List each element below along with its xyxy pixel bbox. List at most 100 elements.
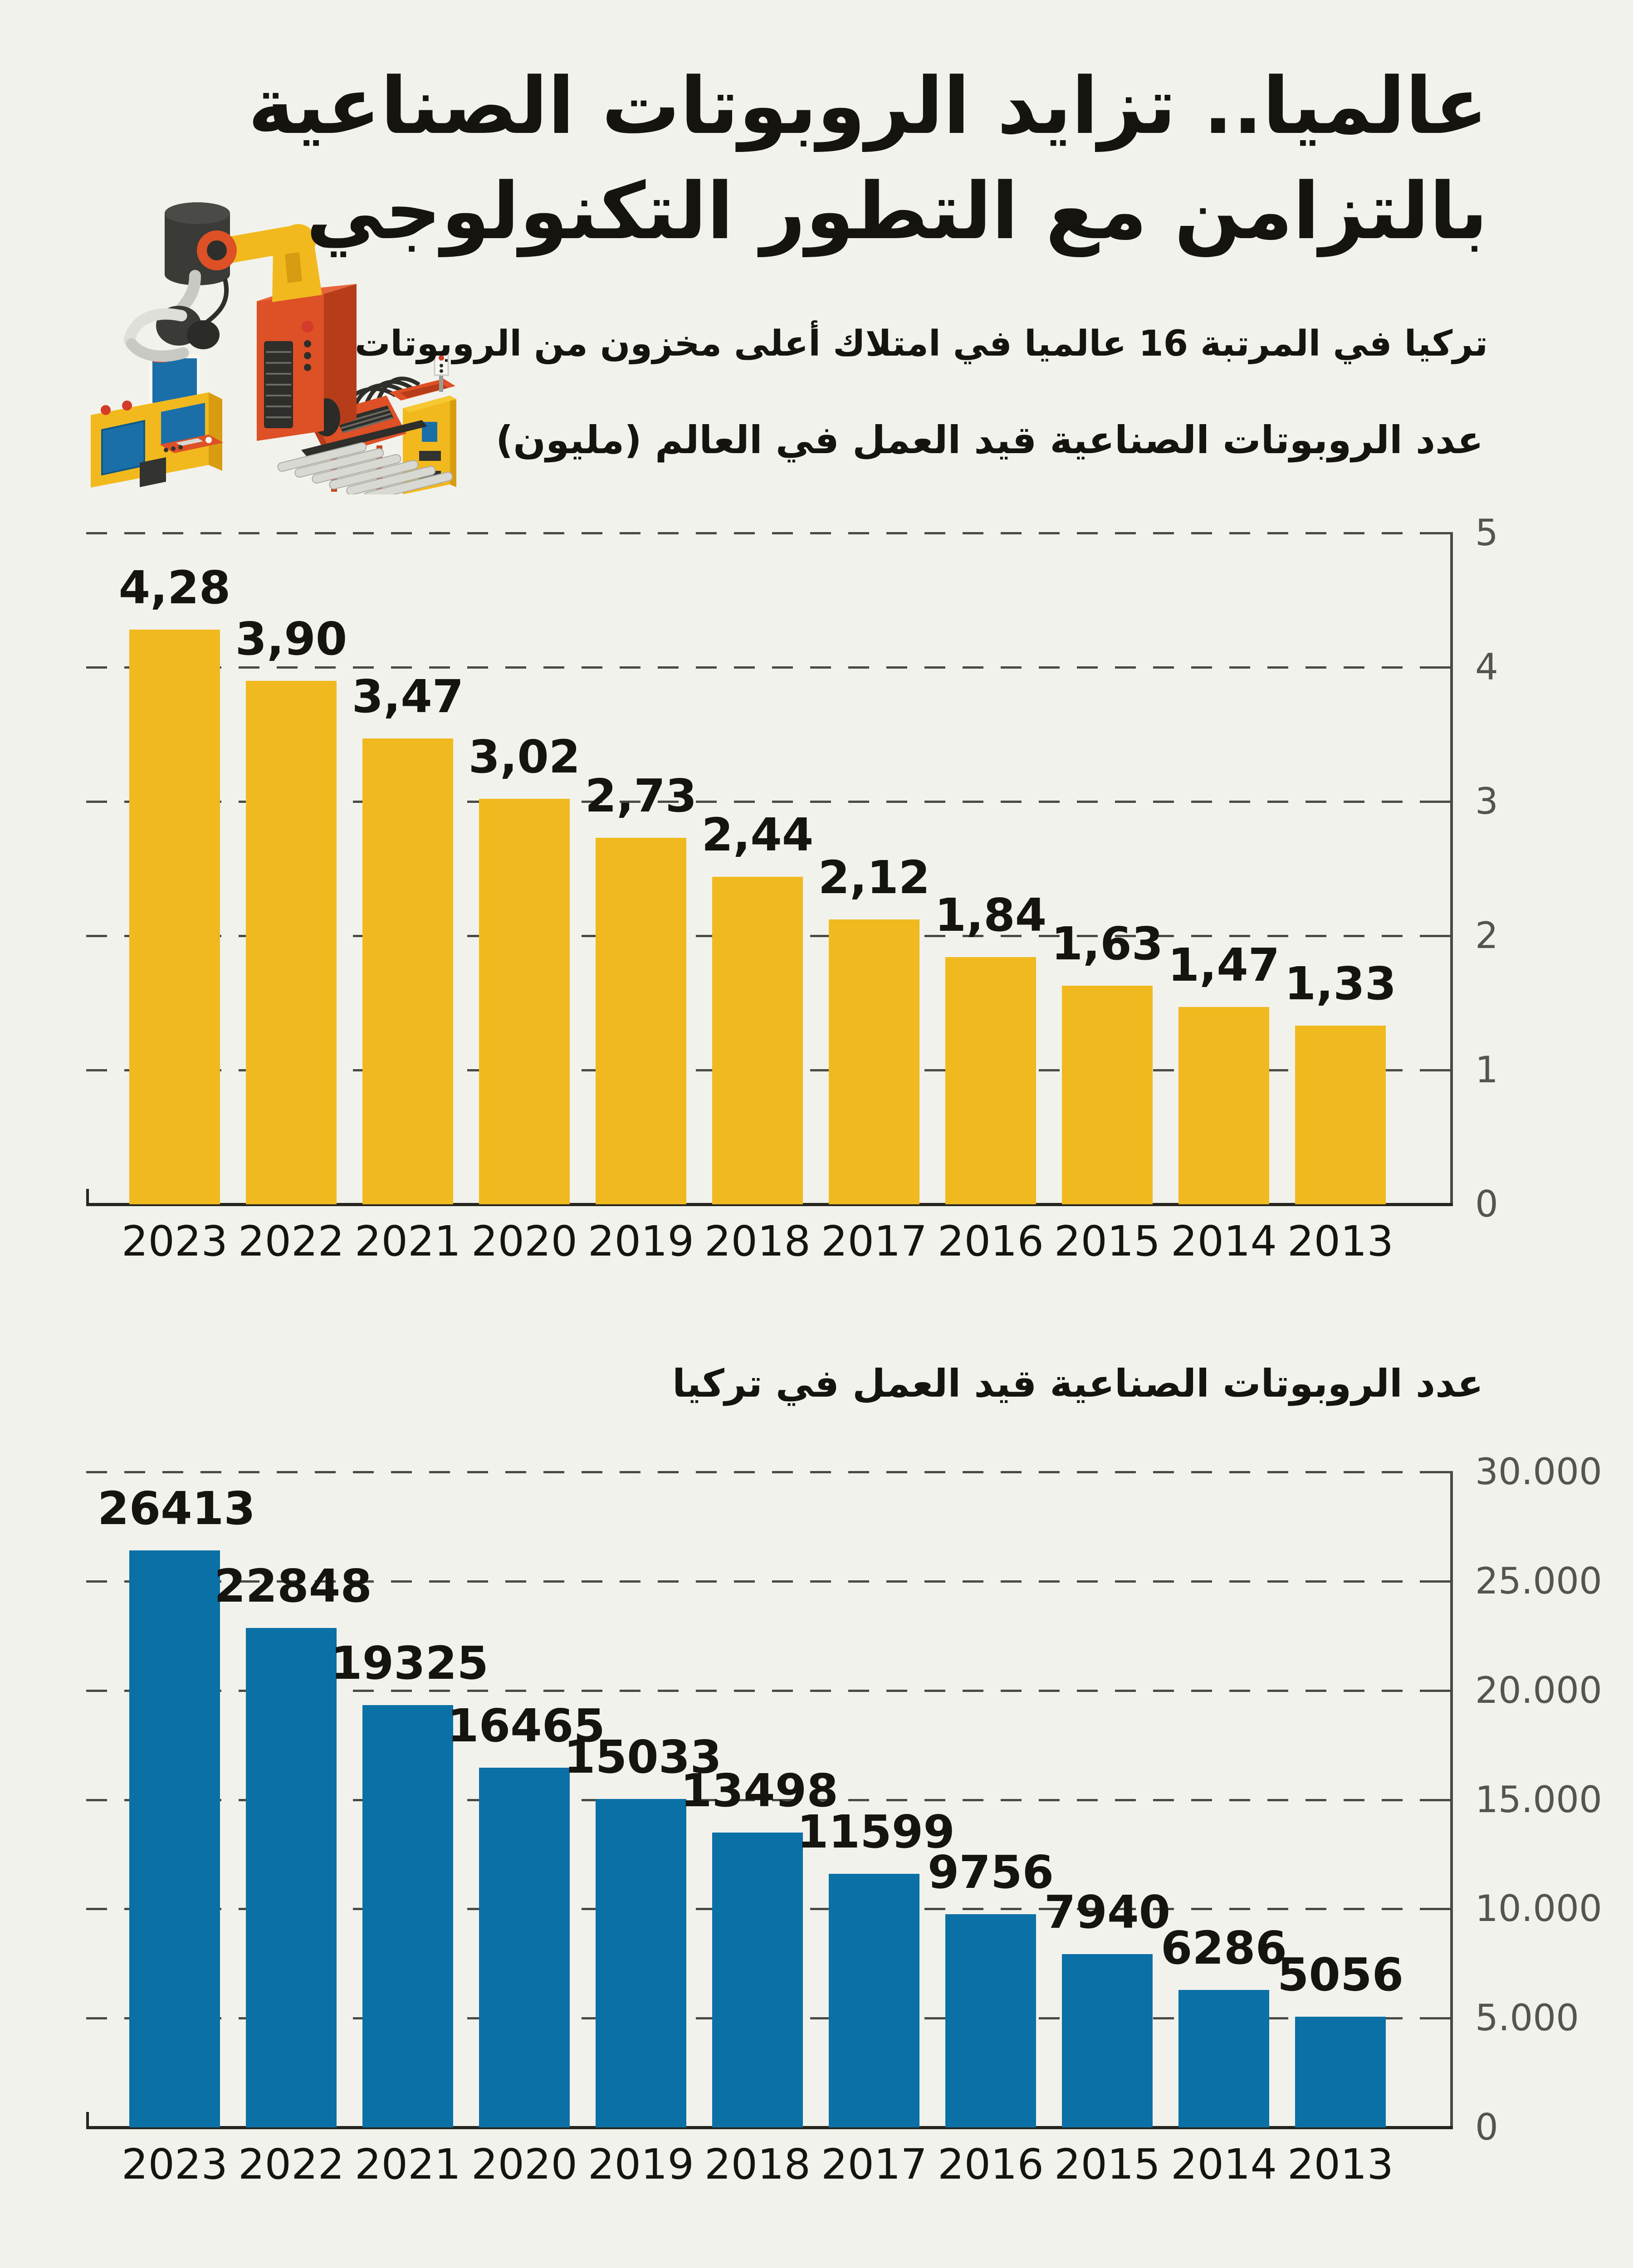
- x-axis-label: 2014: [1170, 2140, 1277, 2189]
- turkey-robots-chart: عدد الروبوتات الصناعية قيد العمل في تركي…: [0, 1356, 1633, 2241]
- x-axis-label: 2015: [1054, 2140, 1161, 2189]
- control-console-illustration: [91, 355, 223, 488]
- x-axis-label: 2016: [937, 1217, 1044, 1266]
- robot-arm-illustration: [123, 202, 357, 441]
- x-axis-label: 2017: [821, 1217, 928, 1266]
- gridline: [86, 1689, 1452, 1692]
- x-axis-start-tick: [86, 2112, 89, 2127]
- gridline: [86, 1580, 1452, 1583]
- bar-value-label: 2,44: [701, 808, 814, 861]
- y-axis-tick: [1423, 935, 1452, 937]
- x-axis-label: 2023: [121, 1217, 228, 1266]
- turkey-chart-plot: 30.000 25.000 20.000 15.000 10.000 5.000 0 2641…: [86, 1454, 1602, 2185]
- bar-value-label: 5056: [1277, 1948, 1404, 2001]
- bar-value-label: 1,84: [934, 889, 1047, 942]
- bar-value-label: 11599: [797, 1805, 955, 1858]
- y-axis-tick: [1423, 666, 1452, 669]
- y-axis-line: [1450, 532, 1453, 1206]
- bar-value-label: 15033: [564, 1730, 722, 1784]
- bar-value-label: 4,28: [118, 561, 231, 614]
- bar-2013: [1295, 2017, 1386, 2127]
- y-axis-label: 30.000: [1475, 1451, 1602, 1493]
- bar-2014: [1178, 1990, 1269, 2127]
- y-axis-label: 10.000: [1475, 1887, 1602, 1930]
- bar-2023: [129, 1550, 220, 2127]
- bar-value-label: 2,73: [585, 769, 697, 822]
- bar-value-label: 13498: [680, 1764, 838, 1817]
- gridline: [86, 1471, 1452, 1473]
- bar-2019: [596, 838, 686, 1204]
- bar-value-label: 1,33: [1284, 957, 1397, 1010]
- x-axis-label: 2019: [587, 2140, 694, 2189]
- turkey-chart-title: عدد الروبوتات الصناعية قيد العمل في تركي…: [672, 1361, 1483, 1406]
- bar-2020: [479, 1768, 570, 2127]
- bar-2015: [1062, 1954, 1153, 2127]
- y-axis-label: 5.000: [1475, 1997, 1579, 2039]
- bar-value-label: 1,63: [1051, 917, 1164, 970]
- bar-value-label: 3,90: [235, 612, 347, 665]
- page-subtitle: تركيا في المرتبة 16 عالميا في امتلاك أعل…: [354, 323, 1488, 364]
- x-axis-label: 2022: [238, 2140, 345, 2189]
- x-axis-label: 2013: [1287, 2140, 1394, 2189]
- bar-2017: [829, 1874, 919, 2127]
- bar-2023: [129, 630, 220, 1204]
- y-axis-label: 20.000: [1475, 1669, 1602, 1711]
- bar-2019: [596, 1799, 686, 2127]
- y-axis-label: 15.000: [1475, 1778, 1602, 1821]
- x-axis-label: 2022: [238, 1217, 345, 1266]
- bar-2013: [1295, 1026, 1386, 1204]
- x-axis-label: 2021: [354, 1217, 461, 1266]
- bar-value-label: 22848: [214, 1559, 372, 1613]
- y-axis-tick: [1423, 1069, 1452, 1071]
- x-axis-label: 2018: [704, 1217, 811, 1266]
- bar-value-label: 16465: [447, 1699, 605, 1752]
- y-axis-line: [1450, 1471, 1453, 2129]
- y-axis-label: 25.000: [1475, 1559, 1602, 1602]
- y-axis-label: 2: [1475, 914, 1498, 957]
- y-axis-tick: [1423, 1689, 1452, 1692]
- x-axis-label: 2014: [1170, 1217, 1277, 1266]
- bar-2016: [945, 1914, 1036, 2127]
- bar-2018: [712, 877, 803, 1204]
- bar-value-label: 7940: [1044, 1886, 1171, 1939]
- world-chart-title: عدد الروبوتات الصناعية قيد العمل في العا…: [495, 418, 1483, 462]
- y-axis-label: 0: [1475, 1183, 1498, 1225]
- y-axis-label: 1: [1475, 1049, 1498, 1091]
- bar-2018: [712, 1833, 803, 2127]
- page-title: عالميا.. تزايد الروبوتات الصناعية بالتزا…: [248, 54, 1488, 264]
- conveyor-machine-illustration: [277, 351, 456, 494]
- bar-2017: [829, 919, 919, 1204]
- bar-2020: [479, 799, 570, 1204]
- x-axis-label: 2013: [1287, 1217, 1394, 1266]
- world-robots-chart: عدد الروبوتات الصناعية قيد العمل في العا…: [0, 408, 1633, 1338]
- world-chart-plot: 5 4 3 2 1 0 4,28 2023 3,90 2022 3,47 2021 3,02 2020 2,…: [86, 515, 1498, 1262]
- bar-value-label: 2,12: [818, 851, 930, 904]
- bar-2022: [246, 681, 337, 1204]
- bar-value-label: 3,47: [352, 670, 464, 723]
- x-axis-line: [86, 1203, 1453, 1206]
- bar-2016: [945, 957, 1036, 1204]
- bar-value-label: 9756: [927, 1846, 1054, 1899]
- y-axis-label: 4: [1475, 646, 1498, 688]
- x-axis-start-tick: [86, 1189, 89, 1204]
- gridline: [86, 1799, 1452, 1801]
- x-axis-label: 2019: [587, 1217, 694, 1266]
- gridline: [86, 532, 1452, 534]
- x-axis-label: 2015: [1054, 1217, 1161, 1266]
- x-axis-label: 2017: [821, 2140, 928, 2189]
- x-axis-label: 2018: [704, 2140, 811, 2189]
- y-axis-tick: [1423, 532, 1452, 534]
- bar-value-label: 1,47: [1168, 938, 1280, 992]
- y-axis-tick: [1423, 1908, 1452, 1911]
- x-axis-label: 2021: [354, 2140, 461, 2189]
- bar-value-label: 6286: [1160, 1921, 1287, 1975]
- x-axis-line: [86, 2126, 1453, 2129]
- x-axis-label: 2020: [471, 1217, 578, 1266]
- x-axis-label: 2016: [937, 2140, 1044, 2189]
- y-axis-label: 3: [1475, 780, 1498, 822]
- gridline: [86, 666, 1452, 669]
- bar-2014: [1178, 1007, 1269, 1204]
- y-axis-tick: [1423, 801, 1452, 803]
- page-title-line1: عالميا.. تزايد الروبوتات الصناعية: [248, 60, 1488, 152]
